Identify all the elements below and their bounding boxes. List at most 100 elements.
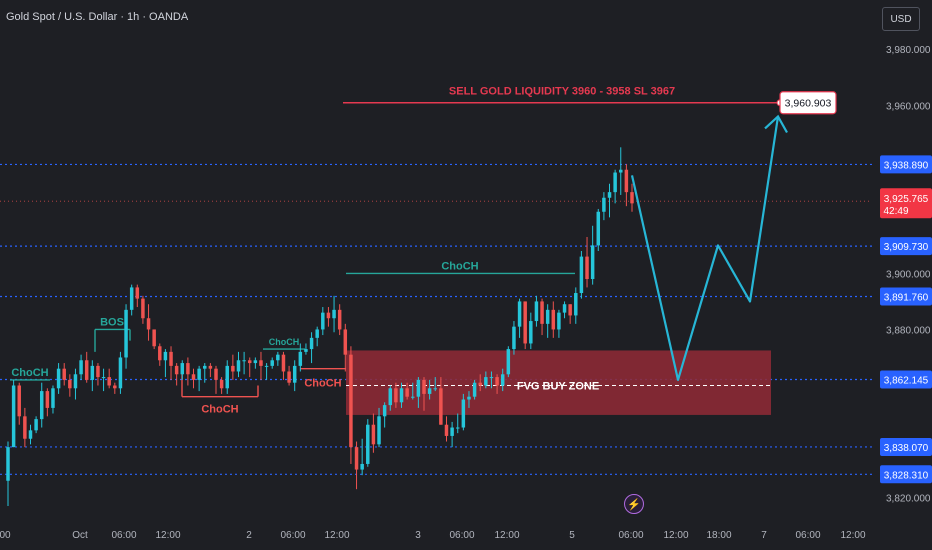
bar-countdown: 42:49 (883, 206, 908, 217)
x-tick-label: 12:00 (663, 530, 688, 541)
x-tick-label: 06:00 (449, 530, 474, 541)
candle-body (11, 385, 16, 448)
candle-body (124, 309, 128, 358)
candle-body (326, 312, 331, 319)
level-price-tag (880, 237, 932, 256)
candle-body (259, 360, 263, 366)
candle-body (141, 298, 145, 319)
candle-body (225, 365, 229, 389)
x-tick-label: 12:00 (840, 530, 865, 541)
candle-body (596, 211, 601, 246)
level-price-label: 3,891.760 (884, 292, 929, 303)
candle-body (45, 391, 50, 408)
candle-body (472, 382, 477, 397)
x-tick-label: 06:00 (795, 530, 820, 541)
structure-label: BOS (100, 316, 124, 328)
candle-body (332, 309, 336, 319)
x-tick-label: 7 (761, 530, 767, 541)
candle-body (34, 419, 38, 431)
candle-body (219, 379, 224, 389)
candle-body (276, 354, 280, 361)
candle-body (349, 354, 353, 448)
y-tick-label: 3,880.000 (886, 325, 931, 336)
symbol-title[interactable]: Gold Spot / U.S. Dollar · 1h · OANDA (6, 11, 189, 23)
candle-body (242, 360, 246, 362)
currency-button[interactable]: USD (882, 7, 920, 31)
sell-price-tag-text: 3,960.903 (785, 98, 832, 110)
candle-body (236, 360, 241, 372)
candle-body (253, 360, 258, 364)
x-tick-label: 12:00 (155, 530, 180, 541)
candle-body (534, 301, 539, 322)
candle-body (174, 365, 179, 375)
candle-body (158, 346, 162, 361)
candle-body (427, 388, 432, 394)
level-price-tag (880, 437, 932, 456)
level-price-tag (880, 370, 932, 389)
candle-body (113, 385, 117, 389)
candle-body (562, 304, 567, 313)
candle-body (304, 349, 308, 352)
candle-body (298, 351, 303, 366)
candle-body (557, 312, 561, 330)
candle-body (62, 368, 66, 380)
candle-body (484, 377, 488, 386)
current-price-label: 3,925.765 (884, 194, 929, 205)
candle-body (439, 388, 443, 425)
fvg-label: FVG BUY ZONE (517, 380, 599, 392)
level-price-tag (880, 465, 932, 484)
candle-body (321, 312, 325, 330)
candle-body (517, 301, 522, 327)
candle-body (607, 192, 612, 198)
candle-body (68, 379, 72, 389)
candle-body (287, 371, 291, 383)
candle-body (461, 399, 466, 428)
candle-body (416, 379, 421, 397)
candle-body (101, 377, 106, 379)
candle-body (23, 416, 27, 439)
candle-body (208, 365, 213, 369)
x-tick-label: Oct (72, 530, 88, 541)
candle-body (371, 424, 376, 445)
candle-body (602, 197, 606, 212)
candle-body (411, 396, 415, 398)
candle-body (203, 365, 207, 369)
candle-body (51, 388, 55, 408)
candle-body (489, 377, 494, 379)
structure-label: ChoCH (304, 378, 341, 390)
candle-body (545, 309, 550, 324)
structure-label: ChoCH (201, 404, 238, 416)
candle-body (169, 351, 173, 366)
candle-body (523, 301, 527, 344)
x-tick-label: 2 (246, 530, 252, 541)
candle-body (96, 365, 100, 378)
candle-body (382, 405, 387, 417)
lightning-icon[interactable]: ⚡ (624, 494, 644, 514)
projection-arrowhead (764, 114, 788, 134)
candle-body (630, 192, 634, 204)
candle-body (264, 365, 269, 367)
candle-body (366, 424, 370, 464)
candle-body (135, 287, 140, 299)
candle-body (585, 256, 589, 280)
candle-body (467, 396, 471, 400)
candle-body (512, 326, 516, 350)
candle-body (197, 368, 201, 380)
candle-body (152, 329, 156, 347)
sell-liquidity-label: SELL GOLD LIQUIDITY 3960 - 3958 SL 3967 (449, 86, 675, 98)
candle-body (270, 360, 274, 366)
candle-body (354, 447, 359, 470)
x-tick-label: 06:00 (618, 530, 643, 541)
level-price-label: 3,838.070 (884, 443, 929, 454)
candle-body (163, 351, 168, 361)
candle-body (478, 382, 482, 386)
candle-body (186, 363, 190, 375)
y-tick-label: 3,820.000 (886, 494, 931, 505)
candle-body (619, 169, 623, 173)
candle-body (191, 374, 196, 380)
candle-body (84, 360, 89, 380)
candle-body (574, 293, 578, 316)
